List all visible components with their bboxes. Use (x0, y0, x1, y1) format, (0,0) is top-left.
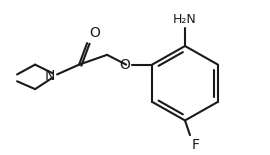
Text: H₂N: H₂N (173, 13, 197, 27)
Text: F: F (192, 138, 200, 152)
Text: O: O (89, 26, 100, 40)
Text: O: O (119, 58, 130, 72)
Text: N: N (45, 69, 55, 83)
